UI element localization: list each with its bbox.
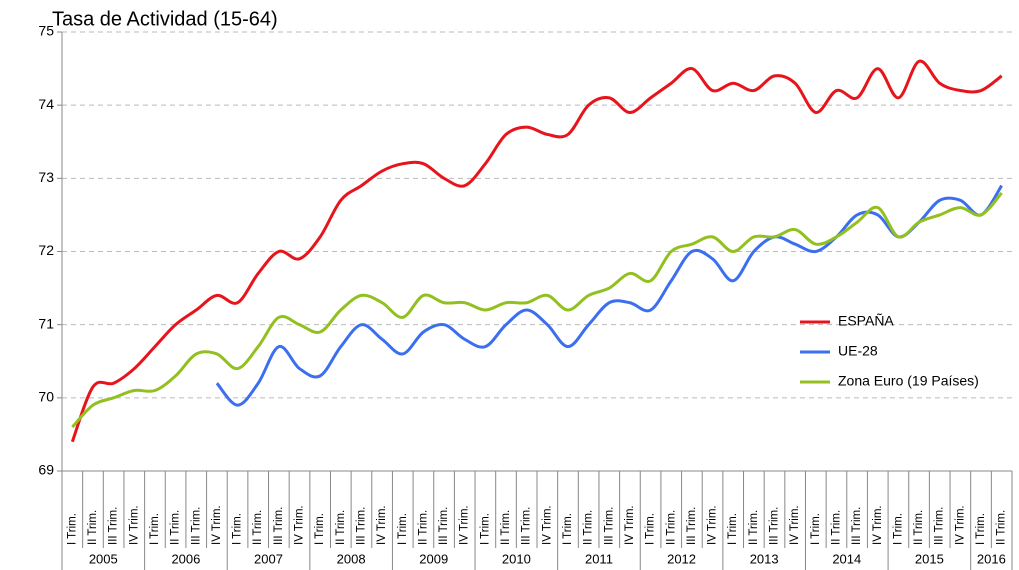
x-tick-label: II Trim. — [583, 510, 595, 545]
legend-label: UE-28 — [838, 343, 878, 359]
x-tick-label: I Trim. — [314, 513, 326, 545]
x-tick-label: II Trim. — [500, 510, 512, 545]
x-tick-label: III Trim. — [521, 507, 533, 545]
x-tick-label: I Trim. — [727, 513, 739, 545]
x-tick-label: III Trim. — [769, 507, 781, 545]
x-tick-label: II Trim. — [748, 510, 760, 545]
x-tick-label: I Trim. — [810, 513, 822, 545]
year-label: 2010 — [502, 551, 531, 566]
x-tick-label: III Trim. — [355, 507, 367, 545]
y-tick-label: 71 — [38, 315, 54, 331]
x-tick-label: III Trim. — [108, 507, 120, 545]
y-tick-label: 73 — [38, 169, 54, 185]
x-tick-label: III Trim. — [438, 507, 450, 545]
legend-label: Zona Euro (19 Países) — [838, 373, 979, 389]
x-tick-label: IV Trim. — [376, 505, 388, 545]
y-tick-label: 69 — [38, 462, 54, 478]
x-tick-label: II Trim. — [665, 510, 677, 545]
x-tick-label: I Trim. — [645, 513, 657, 545]
y-tick-label: 74 — [38, 96, 54, 112]
x-tick-label: II Trim. — [252, 510, 264, 545]
x-tick-label: II Trim. — [170, 510, 182, 545]
x-tick-label: IV Trim. — [624, 505, 636, 545]
x-tick-label: IV Trim. — [128, 505, 140, 545]
x-tick-label: IV Trim. — [707, 505, 719, 545]
year-label: 2012 — [667, 551, 696, 566]
x-tick-label: I Trim. — [892, 513, 904, 545]
x-tick-label: I Trim. — [562, 513, 574, 545]
x-tick-label: I Trim. — [66, 513, 78, 545]
series-line — [215, 184, 1003, 407]
x-tick-label: I Trim. — [397, 513, 409, 545]
series-line — [70, 59, 1003, 443]
x-tick-label: IV Trim. — [789, 505, 801, 545]
year-label: 2014 — [832, 551, 861, 566]
y-tick-label: 72 — [38, 242, 54, 258]
x-tick-label: II Trim. — [87, 510, 99, 545]
x-tick-label: I Trim. — [479, 513, 491, 545]
x-tick-label: IV Trim. — [541, 505, 553, 545]
x-tick-label: III Trim. — [603, 507, 615, 545]
x-tick-label: IV Trim. — [954, 505, 966, 545]
x-tick-label: IV Trim. — [294, 505, 306, 545]
x-tick-label: III Trim. — [851, 507, 863, 545]
year-label: 2005 — [89, 551, 118, 566]
x-tick-label: III Trim. — [190, 507, 202, 545]
year-label: 2007 — [254, 551, 283, 566]
x-tick-label: I Trim. — [975, 513, 987, 545]
x-tick-label: II Trim. — [335, 510, 347, 545]
x-tick-label: I Trim. — [149, 513, 161, 545]
legend-label: ESPAÑA — [838, 313, 894, 329]
x-tick-label: IV Trim. — [459, 505, 471, 545]
year-label: 2016 — [977, 551, 1006, 566]
x-tick-label: IV Trim. — [872, 505, 884, 545]
x-tick-label: III Trim. — [273, 507, 285, 545]
year-label: 2013 — [750, 551, 779, 566]
y-tick-label: 75 — [38, 23, 54, 39]
chart-title: Tasa de Actividad (15-64) — [52, 8, 278, 30]
year-label: 2015 — [915, 551, 944, 566]
series-line — [71, 191, 1003, 429]
x-tick-label: I Trim. — [232, 513, 244, 545]
x-tick-label: II Trim. — [830, 510, 842, 545]
x-tick-label: II Trim. — [913, 510, 925, 545]
year-label: 2008 — [337, 551, 366, 566]
x-tick-label: III Trim. — [934, 507, 946, 545]
x-tick-label: III Trim. — [686, 507, 698, 545]
year-label: 2009 — [419, 551, 448, 566]
x-tick-label: IV Trim. — [211, 505, 223, 545]
year-label: 2006 — [171, 551, 200, 566]
x-tick-label: II Trim. — [417, 510, 429, 545]
y-tick-label: 70 — [38, 389, 54, 405]
year-label: 2011 — [585, 551, 613, 566]
x-tick-label: II Trim. — [996, 510, 1008, 545]
